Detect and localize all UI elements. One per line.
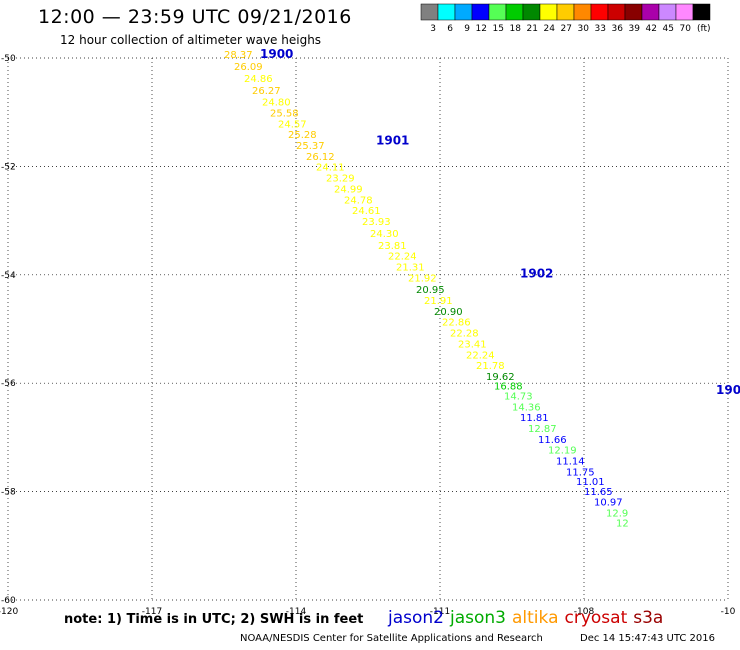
wave-height-label: 24.30 — [370, 229, 399, 240]
wave-height-label: 11.65 — [584, 487, 613, 498]
color-scale-legend: 3 6 9 12 15 18 21 24 27 30 33 36 39 42 45 70 (ft) — [420, 3, 711, 34]
wave-height-label: 16.88 — [494, 382, 523, 393]
wave-height-label: 21.31 — [396, 262, 425, 273]
wave-height-label: 26.09 — [234, 62, 263, 73]
wave-height-label: 11.75 — [566, 467, 595, 478]
satellite-legend: jason2 jason3 altika cryosat s3a — [388, 608, 669, 628]
wave-height-label: 11.01 — [576, 477, 605, 488]
scale-label: 6 — [447, 24, 453, 34]
wave-height-label: 10.97 — [594, 498, 623, 509]
wave-height-label: 25.28 — [288, 130, 317, 141]
time-label: 1901 — [376, 134, 409, 148]
wave-height-label: 22.86 — [442, 318, 471, 329]
page-title: 12:00 — 23:59 UTC 09/21/2016 — [38, 6, 352, 28]
scale-label: 3 — [430, 24, 436, 34]
wave-height-label: 12.19 — [548, 446, 577, 457]
scale-label: 33 — [595, 24, 606, 34]
wave-height-label: 21.78 — [476, 361, 505, 372]
y-tick-label: -54 — [1, 271, 16, 281]
wave-height-label: 24.99 — [334, 184, 363, 195]
satellite-legend-item: cryosat — [564, 608, 628, 628]
y-tick-label: -56 — [1, 379, 16, 389]
credit-text: NOAA/NESDIS Center for Satellite Applica… — [240, 633, 543, 644]
wave-height-label: 24.78 — [344, 195, 373, 206]
scale-label: 12 — [476, 24, 487, 34]
wave-height-label: 23.93 — [362, 217, 391, 228]
scale-label: 36 — [612, 24, 624, 34]
wave-height-label: 11.14 — [556, 457, 585, 468]
scale-label: 9 — [464, 24, 470, 34]
scale-label: 15 — [493, 24, 504, 34]
satellite-legend-item: s3a — [633, 608, 664, 628]
wave-height-label: 23.41 — [458, 339, 487, 350]
scale-label: 39 — [629, 24, 641, 34]
wave-height-label: 22.24 — [466, 350, 495, 361]
y-tick-label: -52 — [1, 162, 16, 172]
wave-height-label: 25.37 — [296, 141, 325, 152]
wave-height-label: 24.61 — [352, 206, 381, 217]
y-tick-label: -50 — [1, 54, 16, 64]
wave-height-label: 21.92 — [408, 273, 437, 284]
scale-label: 45 — [663, 24, 674, 34]
footer-note: note: 1) Time is in UTC; 2) SWH is in fe… — [64, 612, 364, 627]
wave-height-label: 23.29 — [326, 174, 355, 185]
wave-height-label: 26.12 — [306, 152, 335, 163]
time-label: 1902 — [520, 267, 553, 281]
wave-height-label: 20.95 — [416, 285, 445, 296]
scale-swatch — [692, 3, 711, 21]
wave-height-label: 25.58 — [270, 109, 299, 120]
timestamp: Dec 14 15:47:43 UTC 2016 — [580, 633, 715, 644]
scale-label: 21 — [527, 24, 538, 34]
scale-label: 70 — [680, 24, 692, 34]
scale-label: 24 — [544, 24, 556, 34]
wave-height-label: 12 — [616, 518, 629, 529]
satellite-legend-item: jason3 — [450, 608, 506, 628]
y-tick-label: -58 — [1, 488, 16, 498]
time-label: 190 — [716, 383, 740, 397]
satellite-legend-item: altika — [512, 608, 559, 628]
wave-height-label: 19.62 — [486, 372, 515, 383]
x-tick-label: -10 — [721, 607, 736, 617]
scale-label: 18 — [510, 24, 522, 34]
x-tick-label: -120 — [0, 607, 18, 617]
wave-height-label: 20.90 — [434, 307, 463, 318]
wave-height-label: 23.81 — [378, 241, 407, 252]
wave-height-label: 22.28 — [450, 329, 479, 340]
wave-height-label: 11.81 — [520, 413, 549, 424]
wave-height-label: 14.36 — [512, 402, 541, 413]
wave-height-label: 11.66 — [538, 435, 567, 446]
scale-label: 42 — [646, 24, 657, 34]
scale-unit: (ft) — [697, 24, 711, 34]
time-label: 1900 — [260, 47, 293, 61]
page-subtitle: 12 hour collection of altimeter wave hei… — [60, 33, 322, 47]
wave-height-label: 21.91 — [424, 296, 453, 307]
x-tick-label: -117 — [142, 607, 162, 617]
wave-height-label: 24.86 — [244, 74, 273, 85]
wave-height-label: 24.11 — [316, 163, 345, 174]
wave-height-label: 12.9 — [606, 509, 628, 520]
wave-height-label: 28.37 — [224, 50, 253, 61]
wave-height-label: 12.87 — [528, 424, 557, 435]
x-tick-label: -111 — [430, 607, 450, 617]
wave-height-label: 24.80 — [262, 98, 291, 109]
scale-label: 30 — [578, 24, 590, 34]
x-tick-label: -114 — [286, 607, 307, 617]
wave-height-label: 24.57 — [278, 119, 307, 130]
satellite-legend-item: jason2 — [388, 608, 444, 628]
scale-label: 27 — [561, 24, 572, 34]
y-tick-label: -60 — [1, 596, 16, 606]
wave-height-label: 14.73 — [504, 391, 533, 402]
wave-height-label: 22.24 — [388, 252, 417, 263]
x-tick-label: -108 — [574, 607, 595, 617]
wave-height-label: 26.27 — [252, 86, 281, 97]
